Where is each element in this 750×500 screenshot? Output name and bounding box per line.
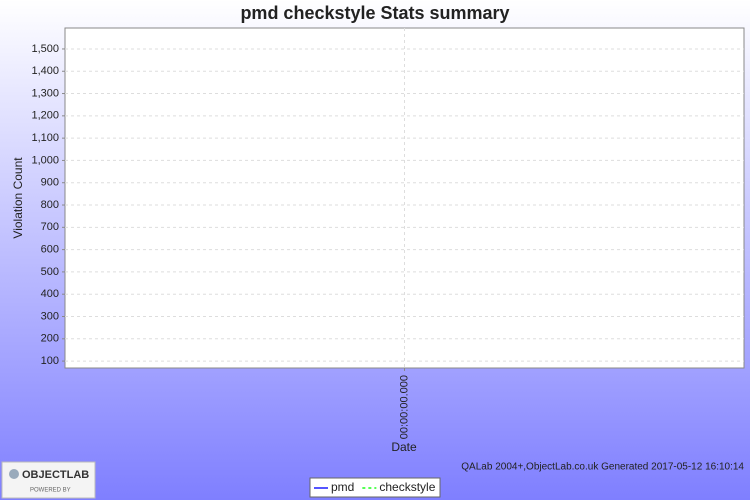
y-tick-label: 900 [41,177,59,189]
y-tick-label: 600 [41,244,59,256]
x-axis-label: Date [391,440,417,454]
y-tick-label: 1,300 [31,87,59,99]
y-axis-label: Violation Count [11,157,25,239]
y-tick-label: 1,400 [31,65,59,77]
legend-label: checkstyle [379,480,435,494]
y-tick-label: 1,100 [31,132,59,144]
legend-label: pmd [331,480,354,494]
y-tick-label: 1,000 [31,154,59,166]
x-tick-label: 00:00:00.000 [398,375,410,439]
logo-tagline: POWERED BY [30,488,71,494]
logo-name: OBJECTLAB [22,469,89,481]
logo: OBJECTLAB POWERED BY [1,461,96,499]
y-tick-label: 1,200 [31,110,59,122]
y-tick-label: 1,500 [31,43,59,55]
chart-title: pmd checkstyle Stats summary [240,3,509,23]
y-tick-label: 500 [41,266,59,278]
logo-box [1,461,96,499]
y-tick-label: 200 [41,333,59,345]
y-tick-label: 100 [41,355,59,367]
footer: QALab 2004+,ObjectLab.co.uk Generated 20… [461,462,744,473]
y-tick-label: 800 [41,199,59,211]
y-tick-label: 700 [41,221,59,233]
y-tick-label: 400 [41,288,59,300]
logo-icon [9,469,19,479]
y-tick-label: 300 [41,310,59,322]
